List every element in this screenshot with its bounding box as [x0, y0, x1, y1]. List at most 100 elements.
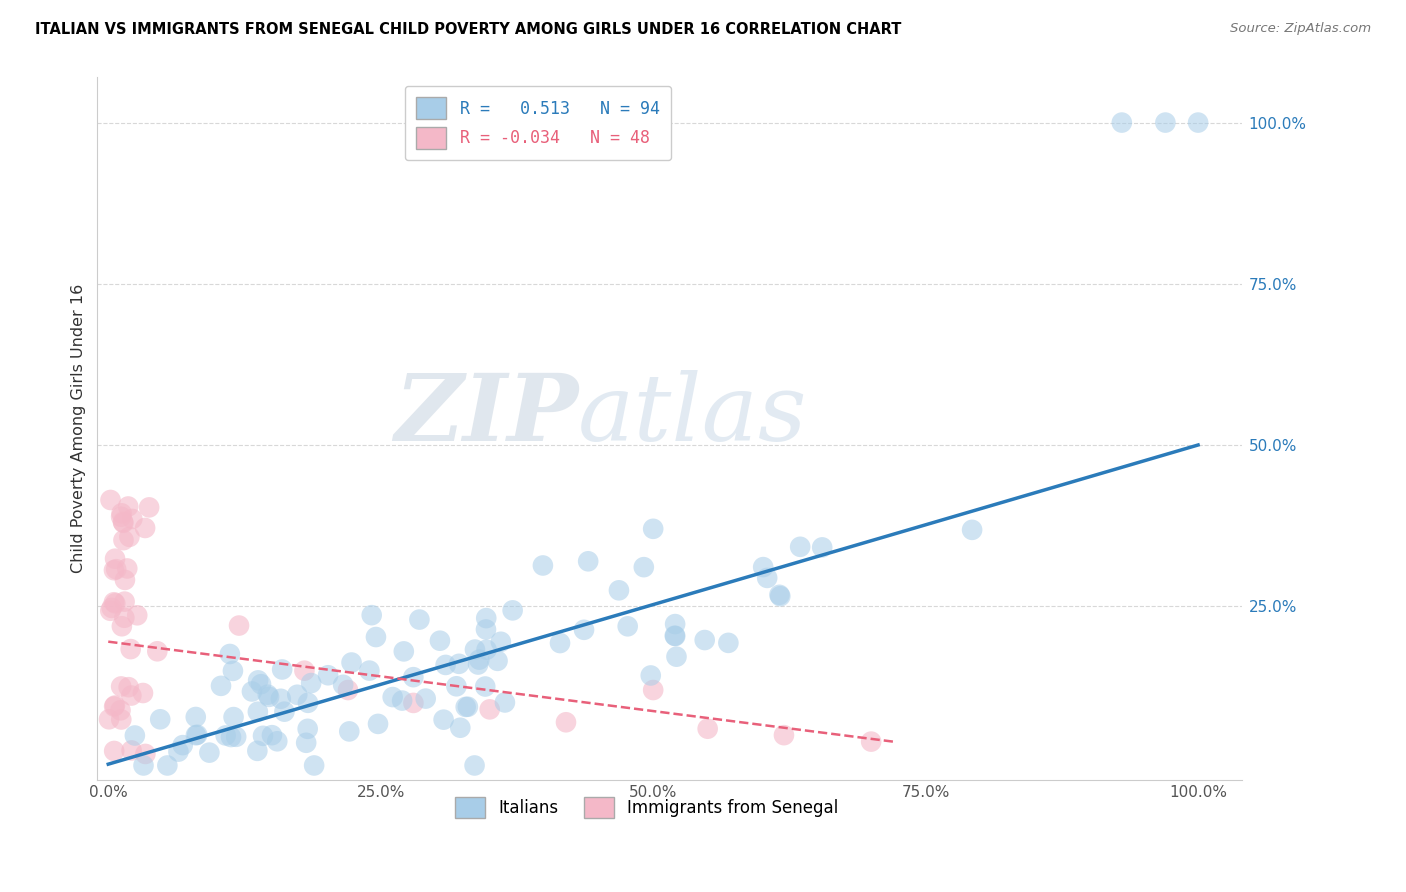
Point	[340, 656, 363, 670]
Point	[960, 523, 983, 537]
Point	[124, 729, 146, 743]
Point	[457, 699, 479, 714]
Point	[219, 730, 242, 744]
Y-axis label: Child Poverty Among Girls Under 16: Child Poverty Among Girls Under 16	[72, 285, 86, 574]
Point	[607, 583, 630, 598]
Point	[260, 728, 283, 742]
Point	[114, 573, 136, 587]
Point	[110, 703, 132, 717]
Point	[225, 730, 247, 744]
Point	[297, 696, 319, 710]
Point	[640, 668, 662, 682]
Point	[454, 700, 477, 714]
Point	[337, 683, 360, 698]
Point	[475, 611, 498, 625]
Point	[295, 736, 318, 750]
Point	[332, 678, 354, 692]
Point	[752, 560, 775, 574]
Point	[434, 657, 457, 672]
Point	[665, 649, 688, 664]
Point	[467, 657, 489, 672]
Point	[1111, 115, 1133, 129]
Point	[103, 563, 125, 577]
Point	[464, 758, 486, 772]
Point	[120, 642, 142, 657]
Point	[302, 758, 325, 772]
Point	[252, 729, 274, 743]
Point	[769, 589, 792, 603]
Point	[768, 588, 790, 602]
Point	[696, 722, 718, 736]
Point	[1154, 115, 1177, 129]
Point	[294, 664, 316, 678]
Point	[134, 521, 156, 535]
Point	[548, 636, 571, 650]
Point	[246, 744, 269, 758]
Point	[502, 603, 524, 617]
Point	[198, 746, 221, 760]
Point	[222, 710, 245, 724]
Point	[402, 696, 425, 710]
Text: ITALIAN VS IMMIGRANTS FROM SENEGAL CHILD POVERTY AMONG GIRLS UNDER 16 CORRELATIO: ITALIAN VS IMMIGRANTS FROM SENEGAL CHILD…	[35, 22, 901, 37]
Point	[117, 680, 139, 694]
Point	[464, 642, 486, 657]
Point	[299, 676, 322, 690]
Point	[246, 705, 269, 719]
Point	[104, 698, 127, 713]
Point	[256, 688, 278, 702]
Point	[240, 684, 263, 698]
Point	[100, 600, 122, 615]
Point	[789, 540, 811, 554]
Point	[132, 758, 155, 772]
Point	[167, 745, 190, 759]
Point	[381, 690, 404, 704]
Point	[717, 636, 740, 650]
Point	[138, 500, 160, 515]
Point	[110, 509, 132, 524]
Point	[132, 686, 155, 700]
Point	[531, 558, 554, 573]
Point	[860, 734, 883, 748]
Point	[811, 541, 834, 555]
Point	[773, 728, 796, 742]
Point	[105, 562, 128, 576]
Point	[103, 699, 125, 714]
Point	[98, 604, 121, 618]
Point	[103, 744, 125, 758]
Point	[285, 688, 308, 702]
Point	[392, 644, 415, 658]
Point	[214, 729, 236, 743]
Point	[156, 758, 179, 772]
Point	[110, 506, 132, 520]
Point	[247, 673, 270, 688]
Point	[120, 689, 142, 703]
Point	[250, 677, 273, 691]
Point	[112, 516, 135, 530]
Point	[127, 608, 149, 623]
Point	[104, 551, 127, 566]
Point	[266, 734, 288, 748]
Point	[576, 554, 599, 568]
Point	[478, 702, 501, 716]
Point	[429, 633, 451, 648]
Point	[364, 630, 387, 644]
Point	[486, 654, 509, 668]
Point	[449, 721, 471, 735]
Point	[184, 728, 207, 742]
Point	[693, 633, 716, 648]
Point	[257, 690, 280, 704]
Point	[360, 608, 382, 623]
Point	[117, 500, 139, 514]
Text: atlas: atlas	[578, 370, 807, 459]
Point	[475, 623, 498, 637]
Point	[633, 560, 655, 574]
Point	[494, 696, 516, 710]
Point	[316, 668, 339, 682]
Text: ZIP: ZIP	[394, 370, 578, 459]
Point	[117, 561, 139, 575]
Point	[98, 712, 121, 726]
Point	[643, 683, 665, 698]
Point	[184, 710, 207, 724]
Point	[664, 629, 686, 643]
Point	[209, 679, 232, 693]
